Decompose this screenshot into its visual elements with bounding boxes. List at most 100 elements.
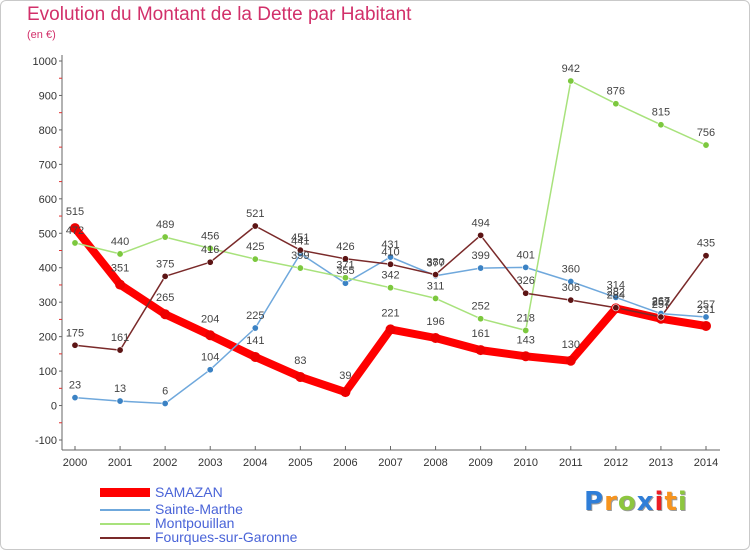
data-point-fourques-sur-garonne: [702, 252, 710, 260]
y-tick-label: 600: [39, 194, 57, 206]
data-label-montpouillan: 342: [381, 270, 399, 282]
data-label-fourques-sur-garonne: 284: [607, 290, 625, 302]
chart-title: Evolution du Montant de la Dette par Hab…: [27, 4, 412, 25]
logo-letter: i: [654, 487, 665, 517]
data-point-samazan: [115, 279, 126, 290]
data-point-sainte-marthe: [116, 397, 124, 405]
data-point-montpouillan: [116, 250, 124, 258]
data-label-montpouillan: 756: [697, 127, 715, 139]
data-label-sainte-marthe: 257: [697, 299, 715, 311]
data-point-fourques-sur-garonne: [522, 289, 530, 297]
data-point-montpouillan: [386, 284, 394, 292]
data-label-sainte-marthe: 225: [246, 310, 264, 322]
proxiti-logo: Proxiti: [584, 487, 688, 517]
x-tick-label: 2005: [288, 457, 312, 469]
x-tick-label: 2002: [153, 457, 177, 469]
logo-letter: i: [677, 487, 688, 517]
y-tick-label: 800: [39, 125, 57, 137]
data-label-montpouillan: 815: [652, 107, 670, 119]
x-tick-label: 2000: [63, 457, 87, 469]
data-point-samazan: [205, 330, 216, 341]
x-tick-label: 2004: [243, 457, 267, 469]
x-tick-label: 2013: [649, 457, 673, 469]
data-label-samazan: 265: [156, 292, 174, 304]
data-point-fourques-sur-garonne: [206, 258, 214, 266]
data-point-sainte-marthe: [567, 278, 575, 286]
data-label-samazan: 282: [607, 286, 625, 298]
data-label-samazan: 130: [562, 339, 580, 351]
data-label-fourques-sur-garonne: 435: [697, 238, 715, 250]
x-tick-label: 2001: [108, 457, 132, 469]
legend-label-sainte-marthe: Sainte-Marthe: [155, 501, 243, 517]
data-point-fourques-sur-garonne: [296, 246, 304, 254]
data-label-sainte-marthe: 441: [291, 236, 309, 248]
data-point-fourques-sur-garonne: [612, 304, 620, 312]
data-point-sainte-marthe: [161, 399, 169, 407]
legend-item-montpouillan: Montpouillan: [100, 515, 340, 531]
data-label-samazan: 221: [381, 307, 399, 319]
y-tick-label: 200: [39, 332, 57, 344]
logo-letter: t: [664, 487, 678, 517]
data-point-sainte-marthe: [251, 324, 259, 332]
data-point-sainte-marthe: [206, 366, 214, 374]
data-label-fourques-sur-garonne: 375: [156, 258, 174, 270]
data-label-samazan: 252: [652, 297, 670, 309]
legend-item-fourques-sur-garonne: Fourques-sur-Garonne: [100, 529, 340, 545]
data-point-samazan: [565, 355, 576, 366]
data-label-montpouillan: 440: [111, 236, 129, 248]
legend-swatch-sainte-marthe: [100, 509, 150, 511]
y-tick-label: 0: [51, 401, 57, 413]
data-label-sainte-marthe: 399: [471, 250, 489, 262]
x-tick-label: 2012: [604, 457, 628, 469]
data-label-montpouillan: 472: [66, 225, 84, 237]
data-label-sainte-marthe: 360: [562, 264, 580, 276]
y-tick-label: 900: [39, 90, 57, 102]
data-point-sainte-marthe: [612, 293, 620, 301]
y-tick-label: -100: [35, 435, 57, 447]
data-point-fourques-sur-garonne: [567, 296, 575, 304]
logo-letter: P: [584, 487, 605, 517]
data-point-fourques-sur-garonne: [432, 271, 440, 279]
data-point-samazan: [340, 387, 351, 398]
data-label-montpouillan: 371: [336, 260, 354, 272]
data-point-samazan: [475, 345, 486, 356]
data-label-fourques-sur-garonne: 161: [111, 332, 129, 344]
data-label-sainte-marthe: 104: [201, 352, 219, 364]
data-label-montpouillan: 942: [562, 63, 580, 75]
data-point-fourques-sur-garonne: [477, 231, 485, 239]
x-tick-label: 2010: [513, 457, 537, 469]
data-label-samazan: 204: [201, 313, 219, 325]
data-point-montpouillan: [296, 264, 304, 272]
data-label-samazan: 143: [517, 334, 535, 346]
x-tick-label: 2011: [559, 457, 583, 469]
data-label-montpouillan: 399: [291, 250, 309, 262]
data-label-montpouillan: 252: [471, 301, 489, 313]
data-label-fourques-sur-garonne: 451: [291, 232, 309, 244]
legend-item-samazan: SAMAZAN: [100, 484, 340, 500]
data-label-sainte-marthe: 314: [607, 279, 625, 291]
data-label-sainte-marthe: 267: [652, 296, 670, 308]
data-point-samazan: [250, 351, 261, 362]
legend-item-sainte-marthe: Sainte-Marthe: [100, 501, 340, 517]
logo-letter: x: [636, 487, 655, 517]
y-tick-label: 1000: [33, 56, 57, 68]
data-point-fourques-sur-garonne: [386, 260, 394, 268]
data-label-fourques-sur-garonne: 416: [201, 244, 219, 256]
x-tick-label: 2009: [468, 457, 492, 469]
data-label-fourques-sur-garonne: 175: [66, 327, 84, 339]
legend-label-fourques-sur-garonne: Fourques-sur-Garonne: [155, 529, 298, 545]
data-point-samazan: [430, 333, 441, 344]
data-label-montpouillan: 489: [156, 219, 174, 231]
data-label-montpouillan: 876: [607, 86, 625, 98]
data-point-montpouillan: [657, 121, 665, 129]
y-tick-label: 300: [39, 297, 57, 309]
data-point-sainte-marthe: [702, 313, 710, 321]
data-point-montpouillan: [251, 255, 259, 263]
data-label-fourques-sur-garonne: 380: [426, 257, 444, 269]
data-point-montpouillan: [567, 77, 575, 85]
data-point-sainte-marthe: [477, 264, 485, 272]
data-point-montpouillan: [432, 294, 440, 302]
data-point-sainte-marthe: [386, 253, 394, 261]
data-label-sainte-marthe: 23: [69, 380, 81, 392]
